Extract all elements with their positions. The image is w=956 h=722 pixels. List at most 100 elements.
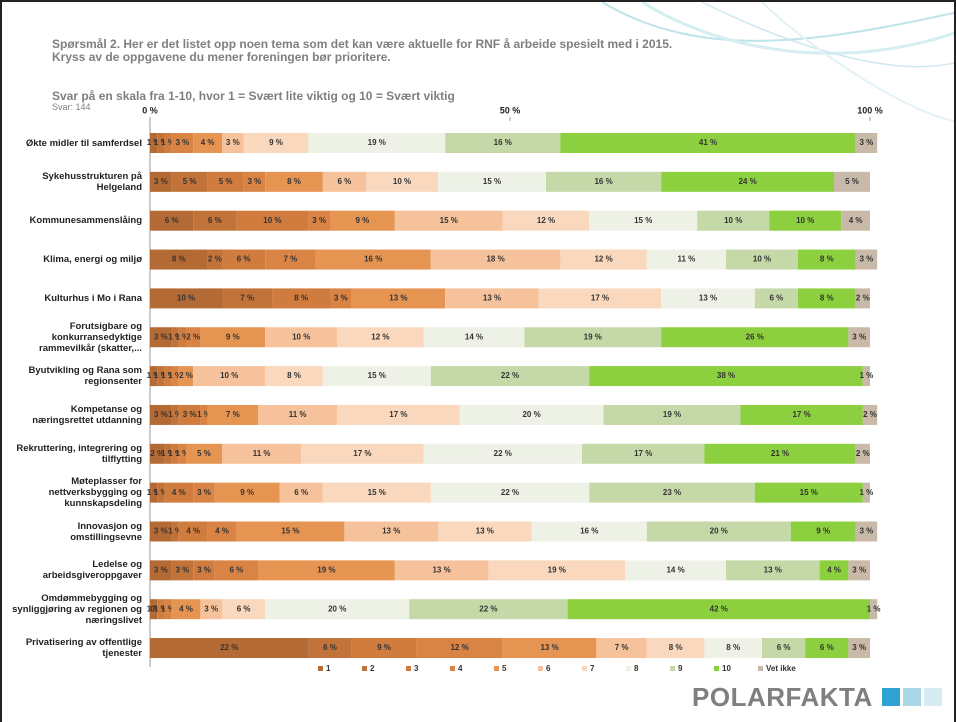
bar-segment	[661, 327, 849, 348]
bar-segment	[164, 443, 172, 464]
bar-segment	[150, 599, 158, 620]
bar-segment	[445, 133, 561, 153]
value-label: 10 %	[220, 371, 238, 380]
value-label: 19 %	[317, 565, 335, 574]
value-label: 17 %	[591, 294, 609, 303]
bar-segment	[150, 327, 172, 348]
value-label: 14 %	[465, 332, 483, 341]
value-label: 10 %	[753, 255, 771, 264]
bar-segment	[150, 560, 172, 581]
bar-segment	[222, 443, 302, 464]
bar-segment	[394, 210, 503, 231]
value-label: 2 %	[186, 332, 200, 341]
bar-segment	[819, 560, 849, 581]
value-label: 3 %	[860, 255, 874, 264]
bar-segment	[265, 249, 316, 270]
category-label: Sykehusstrukturen på Helgeland	[42, 170, 142, 193]
value-label: 1 %	[161, 371, 175, 380]
bar-segment	[265, 171, 323, 192]
bar-segment	[661, 288, 755, 309]
bar-segment	[171, 521, 179, 542]
bar-segment	[366, 171, 438, 192]
bar-segment	[603, 404, 741, 425]
value-label: 12 %	[537, 216, 555, 225]
bar-segment	[330, 210, 395, 231]
value-label: 22 %	[220, 643, 238, 652]
value-label: 1 %	[168, 371, 182, 380]
value-label: 6 %	[230, 565, 244, 574]
bar-segment	[164, 366, 172, 387]
value-label: 3 %	[154, 527, 168, 536]
value-label: 22 %	[479, 604, 497, 613]
bar-segment	[265, 366, 323, 387]
category-label: Klima, energi og miljø	[43, 254, 142, 266]
value-label: 8 %	[820, 255, 834, 264]
bar-segment	[754, 288, 798, 309]
value-label: 5 %	[183, 177, 197, 186]
bar-segment	[301, 443, 424, 464]
bar-segment	[430, 482, 590, 503]
bar-segment	[171, 404, 179, 425]
value-label: 8 %	[726, 643, 740, 652]
legend-swatch	[538, 666, 543, 671]
value-label: 1 %	[154, 604, 168, 613]
bar-segment	[193, 560, 215, 581]
value-label: 10 %	[263, 216, 281, 225]
bar-segment	[848, 560, 870, 581]
value-label: 5 %	[219, 177, 233, 186]
value-label: 1 %	[161, 449, 175, 458]
value-label: 15 %	[800, 488, 818, 497]
bar-segment	[200, 327, 266, 348]
bar-segment	[646, 521, 791, 542]
value-label: 5 %	[197, 449, 211, 458]
value-label: 26 %	[746, 332, 764, 341]
bar-segment	[222, 249, 266, 270]
value-label: 12 %	[371, 332, 389, 341]
value-label: 6 %	[294, 488, 308, 497]
chart-title: Spørsmål 2. Her er det listet opp noen t…	[52, 37, 673, 64]
value-label: 19 %	[548, 565, 566, 574]
legend-swatch	[670, 666, 675, 671]
value-label: 13 %	[699, 294, 717, 303]
bar-segment	[150, 443, 165, 464]
category-label: Kommunesammenslåing	[29, 215, 142, 227]
value-label: 9 %	[356, 216, 370, 225]
value-label: 13 %	[432, 565, 450, 574]
bar-segment	[625, 560, 726, 581]
bar-segment	[258, 560, 395, 581]
bar-segment	[308, 210, 330, 231]
bar-segment	[207, 521, 237, 542]
bar-segment	[862, 482, 870, 503]
value-label: 8 %	[287, 177, 301, 186]
value-label: 10 %	[177, 294, 195, 303]
value-label: 13 %	[476, 527, 494, 536]
value-label: 1 %	[168, 527, 182, 536]
value-label: 16 %	[494, 138, 512, 147]
value-label: 1 %	[154, 371, 168, 380]
value-label: 38 %	[717, 371, 735, 380]
bar-segment	[870, 599, 878, 620]
category-label: Byutvikling og Rana som regionsenter	[28, 365, 143, 388]
value-label: 10 %	[393, 177, 411, 186]
value-label: 6 %	[820, 643, 834, 652]
legend-label: 7	[590, 664, 595, 673]
value-label: 1 %	[168, 332, 182, 341]
bar-segment	[416, 638, 503, 659]
value-label: 6 %	[208, 216, 222, 225]
value-label: 10 %	[724, 216, 742, 225]
bar-segment	[546, 171, 662, 192]
bar-segment	[178, 404, 201, 425]
legend-label: Vet ikke	[766, 664, 796, 673]
bar-segment	[726, 560, 820, 581]
bar-segment	[769, 210, 842, 231]
bar-segment	[200, 599, 222, 620]
legend-swatch	[494, 666, 499, 671]
bar-segment	[265, 599, 410, 620]
legend-label: 1	[326, 664, 331, 673]
bar-segment	[740, 404, 863, 425]
value-label: 7 %	[240, 294, 254, 303]
bar-segment	[178, 521, 208, 542]
value-label: 1 %	[147, 138, 161, 147]
